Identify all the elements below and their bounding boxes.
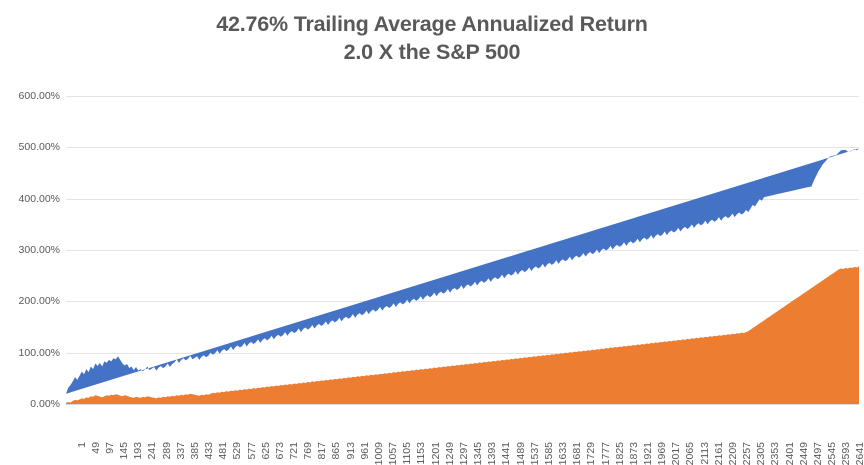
- x-axis-tick-label: 673: [273, 442, 286, 460]
- x-axis-tick-label: 913: [344, 442, 357, 460]
- x-axis-tick-label: 289: [160, 442, 173, 460]
- x-axis-tick-label: 2401: [783, 442, 796, 465]
- x-axis-tick-label: 1153: [415, 442, 428, 465]
- y-axis-tick-label: 600.00%: [18, 90, 60, 102]
- x-axis: 1 49 97 145 193 241 289 337 385 433 481 529 577 625 67…: [66, 406, 864, 465]
- x-axis-tick-label: 2641: [854, 442, 864, 465]
- x-axis-tick-label: 1825: [613, 442, 626, 465]
- x-axis-tick-label: 1441: [500, 442, 513, 465]
- x-axis-tick-label: 529: [231, 442, 244, 460]
- chart-title-line-1: 42.76% Trailing Average Annualized Retur…: [216, 12, 648, 36]
- x-axis-tick-label: 2113: [698, 442, 711, 465]
- x-axis-tick-label: 769: [302, 442, 315, 460]
- x-axis-tick-label: 1297: [457, 442, 470, 465]
- x-axis-line: [66, 404, 859, 405]
- x-axis-tick-label: 1: [75, 442, 88, 448]
- x-axis-tick-label: 1921: [642, 442, 654, 465]
- x-axis-tick-label: 1345: [472, 442, 485, 465]
- y-axis-tick-label: 0.00%: [30, 398, 60, 410]
- x-axis-tick-label: 865: [330, 442, 343, 460]
- x-axis-tick-label: 2449: [797, 442, 810, 465]
- x-axis-tick-label: 1873: [627, 442, 640, 465]
- x-axis-tick-label: 1585: [542, 442, 555, 465]
- x-axis-tick-label: 1105: [401, 442, 414, 465]
- x-axis-tick-label: 1537: [528, 442, 541, 465]
- x-axis-tick-label: 1249: [443, 442, 456, 465]
- x-axis-tick-label: 2257: [741, 442, 754, 465]
- x-axis-tick-label: 1201: [429, 442, 442, 465]
- x-axis-tick-label: 2545: [826, 442, 839, 465]
- x-axis-tick-label: 2497: [811, 442, 824, 465]
- x-axis-tick-label: 1057: [387, 442, 400, 465]
- x-axis-tick-label: 2065: [684, 442, 697, 465]
- x-axis-tick-label: 817: [316, 442, 329, 460]
- x-axis-tick-label: 1633: [557, 442, 570, 465]
- chart-title-line-2: 2.0 X the S&P 500: [343, 40, 521, 64]
- x-axis-tick-label: 1777: [599, 442, 612, 465]
- x-axis-tick-label: 2305: [755, 442, 768, 465]
- x-axis-tick-label: 2353: [769, 442, 782, 465]
- x-axis-tick-label: 1489: [514, 442, 527, 465]
- x-axis-tick-label: 337: [174, 442, 187, 460]
- x-axis-tick-label: 385: [188, 442, 201, 460]
- y-axis: 0.00% 100.00% 200.00% 300.00% 400.00% 500.00%…: [0, 90, 60, 410]
- x-axis-tick-label: 145: [118, 442, 131, 460]
- y-axis-tick-label: 200.00%: [18, 295, 60, 308]
- y-axis-tick-label: 400.00%: [18, 192, 60, 205]
- x-axis-tick-label: 2017: [670, 442, 683, 465]
- plot-area: [66, 96, 859, 405]
- x-axis-tick-label: 1969: [656, 442, 669, 465]
- x-axis-tick-label: 433: [203, 442, 216, 460]
- x-axis-tick-label: 577: [245, 442, 258, 460]
- y-axis-tick-label: 300.00%: [18, 244, 60, 256]
- x-axis-tick-label: 1729: [585, 442, 598, 465]
- series-area: [66, 148, 859, 394]
- x-axis-tick-label: 2161: [712, 442, 725, 465]
- x-axis-tick-label: 1009: [372, 442, 385, 465]
- chart-title: 42.76% Trailing Average Annualized Retur…: [0, 10, 864, 66]
- x-axis-tick-label: 481: [217, 442, 230, 460]
- x-axis-tick-label: 1681: [571, 442, 584, 465]
- series-area: [66, 266, 859, 404]
- series-area-paths: [66, 148, 859, 404]
- x-axis-tick-label: 1393: [486, 442, 499, 465]
- x-axis-tick-label: 241: [146, 442, 159, 460]
- x-axis-tick-label: 721: [287, 442, 300, 460]
- x-axis-tick-label: 193: [132, 442, 145, 460]
- y-axis-tick-label: 500.00%: [18, 141, 60, 154]
- x-axis-tick-label: 625: [259, 442, 272, 460]
- x-axis-tick-label: 961: [358, 442, 371, 460]
- y-axis-tick-label: 100.00%: [18, 346, 60, 359]
- x-axis-tick-label: 2209: [726, 442, 739, 465]
- x-axis-tick-label: 2593: [840, 442, 853, 465]
- chart-container: 42.76% Trailing Average Annualized Retur…: [0, 10, 864, 465]
